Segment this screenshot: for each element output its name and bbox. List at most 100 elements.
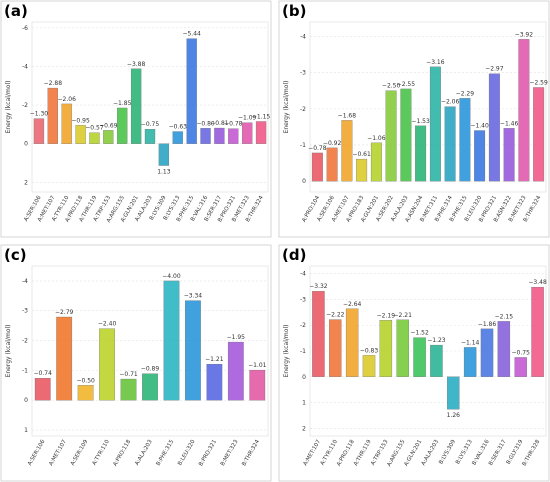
bar	[356, 158, 368, 182]
data-label: −1.06	[367, 135, 386, 142]
data-label: −0.69	[99, 122, 118, 129]
bar	[75, 125, 86, 144]
data-label: −1.40	[470, 123, 489, 130]
data-label: −2.06	[441, 99, 460, 106]
bar	[206, 363, 223, 401]
data-label: −3.32	[309, 283, 328, 290]
data-label: −1.09	[238, 115, 257, 122]
bar	[34, 377, 51, 401]
bar	[186, 38, 197, 144]
y-tick-label: 2	[24, 179, 28, 186]
data-label: −1.14	[461, 339, 480, 346]
bar	[345, 308, 359, 377]
bar	[89, 132, 100, 144]
bar	[518, 39, 530, 182]
bar	[47, 87, 58, 144]
data-label: −2.40	[98, 321, 117, 328]
y-axis-title: Energy (kcal/mol)	[283, 81, 290, 134]
y-axis-title: Energy (kcal/mol)	[5, 81, 12, 134]
data-label: −3.88	[127, 61, 146, 68]
data-label: −0.81	[210, 120, 229, 127]
panel-label: (a)	[4, 2, 28, 20]
y-tick-label: -2	[22, 338, 28, 345]
y-tick-label: -2	[22, 102, 28, 109]
y-tick-label: -4	[300, 33, 306, 40]
bar	[503, 128, 515, 182]
y-tick-label: -1	[22, 367, 28, 374]
y-tick-label: 0	[24, 141, 28, 148]
y-tick-label: -6	[22, 25, 28, 32]
bar	[459, 98, 471, 182]
data-label: −0.57	[85, 125, 104, 132]
bar	[130, 68, 142, 144]
bar	[61, 103, 72, 144]
bar	[185, 300, 201, 401]
data-label: −1.85	[113, 100, 132, 107]
bar	[311, 152, 323, 182]
bar	[214, 127, 225, 144]
bar	[142, 373, 158, 401]
data-label: −1.52	[410, 330, 429, 337]
bar	[362, 355, 376, 377]
data-label: −2.55	[397, 81, 416, 88]
data-label: −0.80	[196, 120, 215, 127]
bar	[385, 90, 397, 182]
y-tick-label: 0	[24, 397, 28, 404]
bar	[227, 341, 244, 401]
bar	[33, 118, 45, 144]
bar	[329, 319, 342, 377]
data-label: −1.01	[248, 362, 267, 369]
y-tick-label: -4	[22, 278, 28, 285]
y-axis-title: Energy (kcal/mol)	[283, 325, 290, 378]
data-label: −1.95	[227, 334, 246, 341]
y-tick-label: -4	[300, 271, 306, 278]
bar	[447, 376, 460, 410]
data-label: −0.50	[76, 377, 95, 384]
data-label: −0.75	[141, 121, 160, 128]
bar	[444, 106, 456, 182]
y-tick-label: 1	[24, 427, 28, 434]
bar	[400, 88, 412, 182]
bar	[326, 147, 338, 182]
bar	[474, 130, 486, 182]
data-label: 1.26	[447, 412, 461, 419]
bar	[120, 378, 137, 401]
bar	[533, 87, 545, 182]
data-label: −0.71	[119, 371, 138, 378]
y-tick-label: -2	[300, 106, 306, 113]
bar	[370, 142, 382, 182]
bar	[200, 128, 211, 144]
y-tick-label: -1	[300, 348, 306, 355]
data-label: −1.86	[478, 321, 497, 328]
bar	[429, 66, 441, 182]
data-label: −2.21	[394, 312, 413, 319]
y-tick-label: -1	[300, 142, 306, 149]
data-label: −0.95	[71, 117, 90, 124]
bar	[144, 129, 156, 144]
bar	[312, 291, 325, 377]
bar	[341, 120, 353, 182]
data-label: 1.13	[157, 169, 171, 176]
bar	[117, 107, 128, 144]
y-tick-label: 0	[302, 374, 306, 381]
data-label: −3.92	[515, 31, 534, 38]
bar	[172, 131, 183, 144]
bar	[163, 280, 180, 401]
y-tick-label: -3	[300, 70, 306, 77]
data-label: −2.29	[456, 90, 475, 97]
data-label: −2.22	[326, 312, 345, 319]
bar	[228, 128, 239, 144]
bar	[480, 328, 494, 377]
bar	[103, 130, 114, 144]
bar	[396, 319, 409, 377]
data-label: −2.19	[377, 312, 396, 319]
data-label: −0.83	[360, 347, 379, 354]
bar	[497, 321, 511, 377]
panel-label: (c)	[4, 246, 27, 264]
data-label: −0.61	[352, 151, 371, 158]
y-tick-label: 1	[302, 400, 306, 407]
